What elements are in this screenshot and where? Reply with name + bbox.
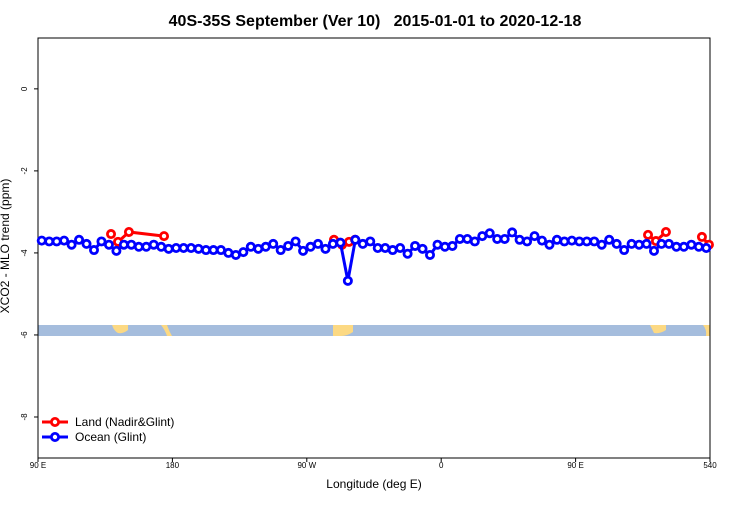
point <box>111 245 122 256</box>
point <box>59 235 70 246</box>
y-tick-label: -6 <box>20 331 29 339</box>
point <box>701 242 712 253</box>
x-tick-label: 180 <box>166 461 180 470</box>
point <box>365 236 376 247</box>
point <box>522 236 533 247</box>
point <box>36 235 47 246</box>
point <box>103 239 114 250</box>
y-tick-label: 0 <box>20 86 29 91</box>
y-tick-label: -2 <box>20 167 29 175</box>
point <box>447 240 458 251</box>
point <box>499 233 510 244</box>
point <box>159 231 170 242</box>
legend-label: Land (Nadir&Glint) <box>75 415 174 429</box>
point <box>559 236 570 247</box>
point <box>312 238 323 249</box>
y-axis-label: XCO2 - MLO trend (ppm) <box>0 179 12 314</box>
point <box>696 231 707 242</box>
point <box>643 229 654 240</box>
point <box>641 238 652 249</box>
point <box>89 245 100 256</box>
point <box>283 240 294 251</box>
point <box>320 243 331 254</box>
point <box>484 228 495 239</box>
point <box>566 235 577 246</box>
point <box>589 236 600 247</box>
legend: Land (Nadir&Glint)Ocean (Glint) <box>42 415 174 444</box>
x-tick-label: 540 <box>703 461 717 470</box>
point <box>106 229 117 240</box>
point <box>66 239 77 250</box>
point <box>551 234 562 245</box>
point <box>350 234 361 245</box>
point <box>74 234 85 245</box>
x-tick-label: 0 <box>439 461 444 470</box>
point <box>619 245 630 256</box>
point <box>604 234 615 245</box>
point <box>439 241 450 252</box>
point <box>611 238 622 249</box>
point <box>123 227 134 238</box>
x-tick-label: 90 W <box>297 461 316 470</box>
chart-title: 40S-35S September (Ver 10) 2015-01-01 to… <box>169 13 582 30</box>
point <box>395 242 406 253</box>
point <box>660 227 671 238</box>
point <box>402 248 413 259</box>
point <box>327 238 338 249</box>
point <box>342 275 353 286</box>
x-tick-label: 90 E <box>30 461 46 470</box>
point <box>298 245 309 256</box>
point <box>626 238 637 249</box>
point <box>186 242 197 253</box>
point <box>537 235 548 246</box>
y-tick-label: -8 <box>20 413 29 421</box>
point <box>424 249 435 260</box>
point <box>268 238 279 249</box>
legend-swatch <box>50 416 61 427</box>
point <box>634 239 645 250</box>
point <box>469 236 480 247</box>
point <box>529 231 540 242</box>
legend-swatch <box>50 431 61 442</box>
land-strip <box>38 325 710 336</box>
point <box>81 238 92 249</box>
x-tick-label: 90 E <box>567 461 583 470</box>
point <box>96 236 107 247</box>
point <box>649 245 660 256</box>
point <box>596 239 607 250</box>
point <box>163 243 174 254</box>
point <box>507 227 518 238</box>
legend-label: Ocean (Glint) <box>75 430 146 444</box>
point <box>335 237 346 248</box>
point <box>544 239 555 250</box>
point <box>693 241 704 252</box>
point <box>290 236 301 247</box>
point <box>51 236 62 247</box>
point <box>238 247 249 258</box>
point <box>275 245 286 256</box>
point <box>417 243 428 254</box>
y-tick-label: -4 <box>20 249 29 257</box>
point <box>514 234 525 245</box>
x-axis-label: Longitude (deg E) <box>326 477 421 491</box>
point <box>193 243 204 254</box>
